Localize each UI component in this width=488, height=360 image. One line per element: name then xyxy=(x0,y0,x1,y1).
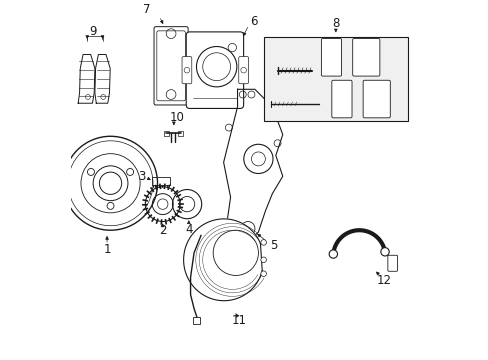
Text: 2: 2 xyxy=(159,224,166,237)
FancyBboxPatch shape xyxy=(331,80,351,118)
FancyBboxPatch shape xyxy=(182,57,191,84)
Circle shape xyxy=(196,46,236,87)
Bar xyxy=(152,177,169,185)
Bar xyxy=(178,131,182,136)
FancyBboxPatch shape xyxy=(363,80,389,118)
FancyBboxPatch shape xyxy=(321,39,341,76)
Text: 9: 9 xyxy=(89,26,97,39)
Circle shape xyxy=(328,250,337,258)
FancyBboxPatch shape xyxy=(387,255,397,271)
Text: 6: 6 xyxy=(250,15,257,28)
Circle shape xyxy=(228,43,236,52)
Text: 12: 12 xyxy=(375,274,390,287)
Bar xyxy=(164,131,168,136)
Bar xyxy=(193,317,199,324)
Text: 10: 10 xyxy=(169,111,184,124)
Text: 5: 5 xyxy=(270,239,277,252)
Circle shape xyxy=(260,257,266,262)
Circle shape xyxy=(260,271,266,276)
FancyBboxPatch shape xyxy=(352,39,379,76)
Text: 3: 3 xyxy=(138,170,145,183)
Circle shape xyxy=(380,248,388,256)
Polygon shape xyxy=(183,219,262,301)
Text: 8: 8 xyxy=(331,17,339,30)
Bar xyxy=(263,37,407,121)
Text: 11: 11 xyxy=(231,314,246,327)
Text: 1: 1 xyxy=(103,243,111,256)
Text: 7: 7 xyxy=(143,3,150,16)
FancyBboxPatch shape xyxy=(238,57,248,84)
Circle shape xyxy=(213,230,258,275)
Text: 4: 4 xyxy=(184,223,192,236)
FancyBboxPatch shape xyxy=(186,32,243,108)
Circle shape xyxy=(260,240,266,245)
